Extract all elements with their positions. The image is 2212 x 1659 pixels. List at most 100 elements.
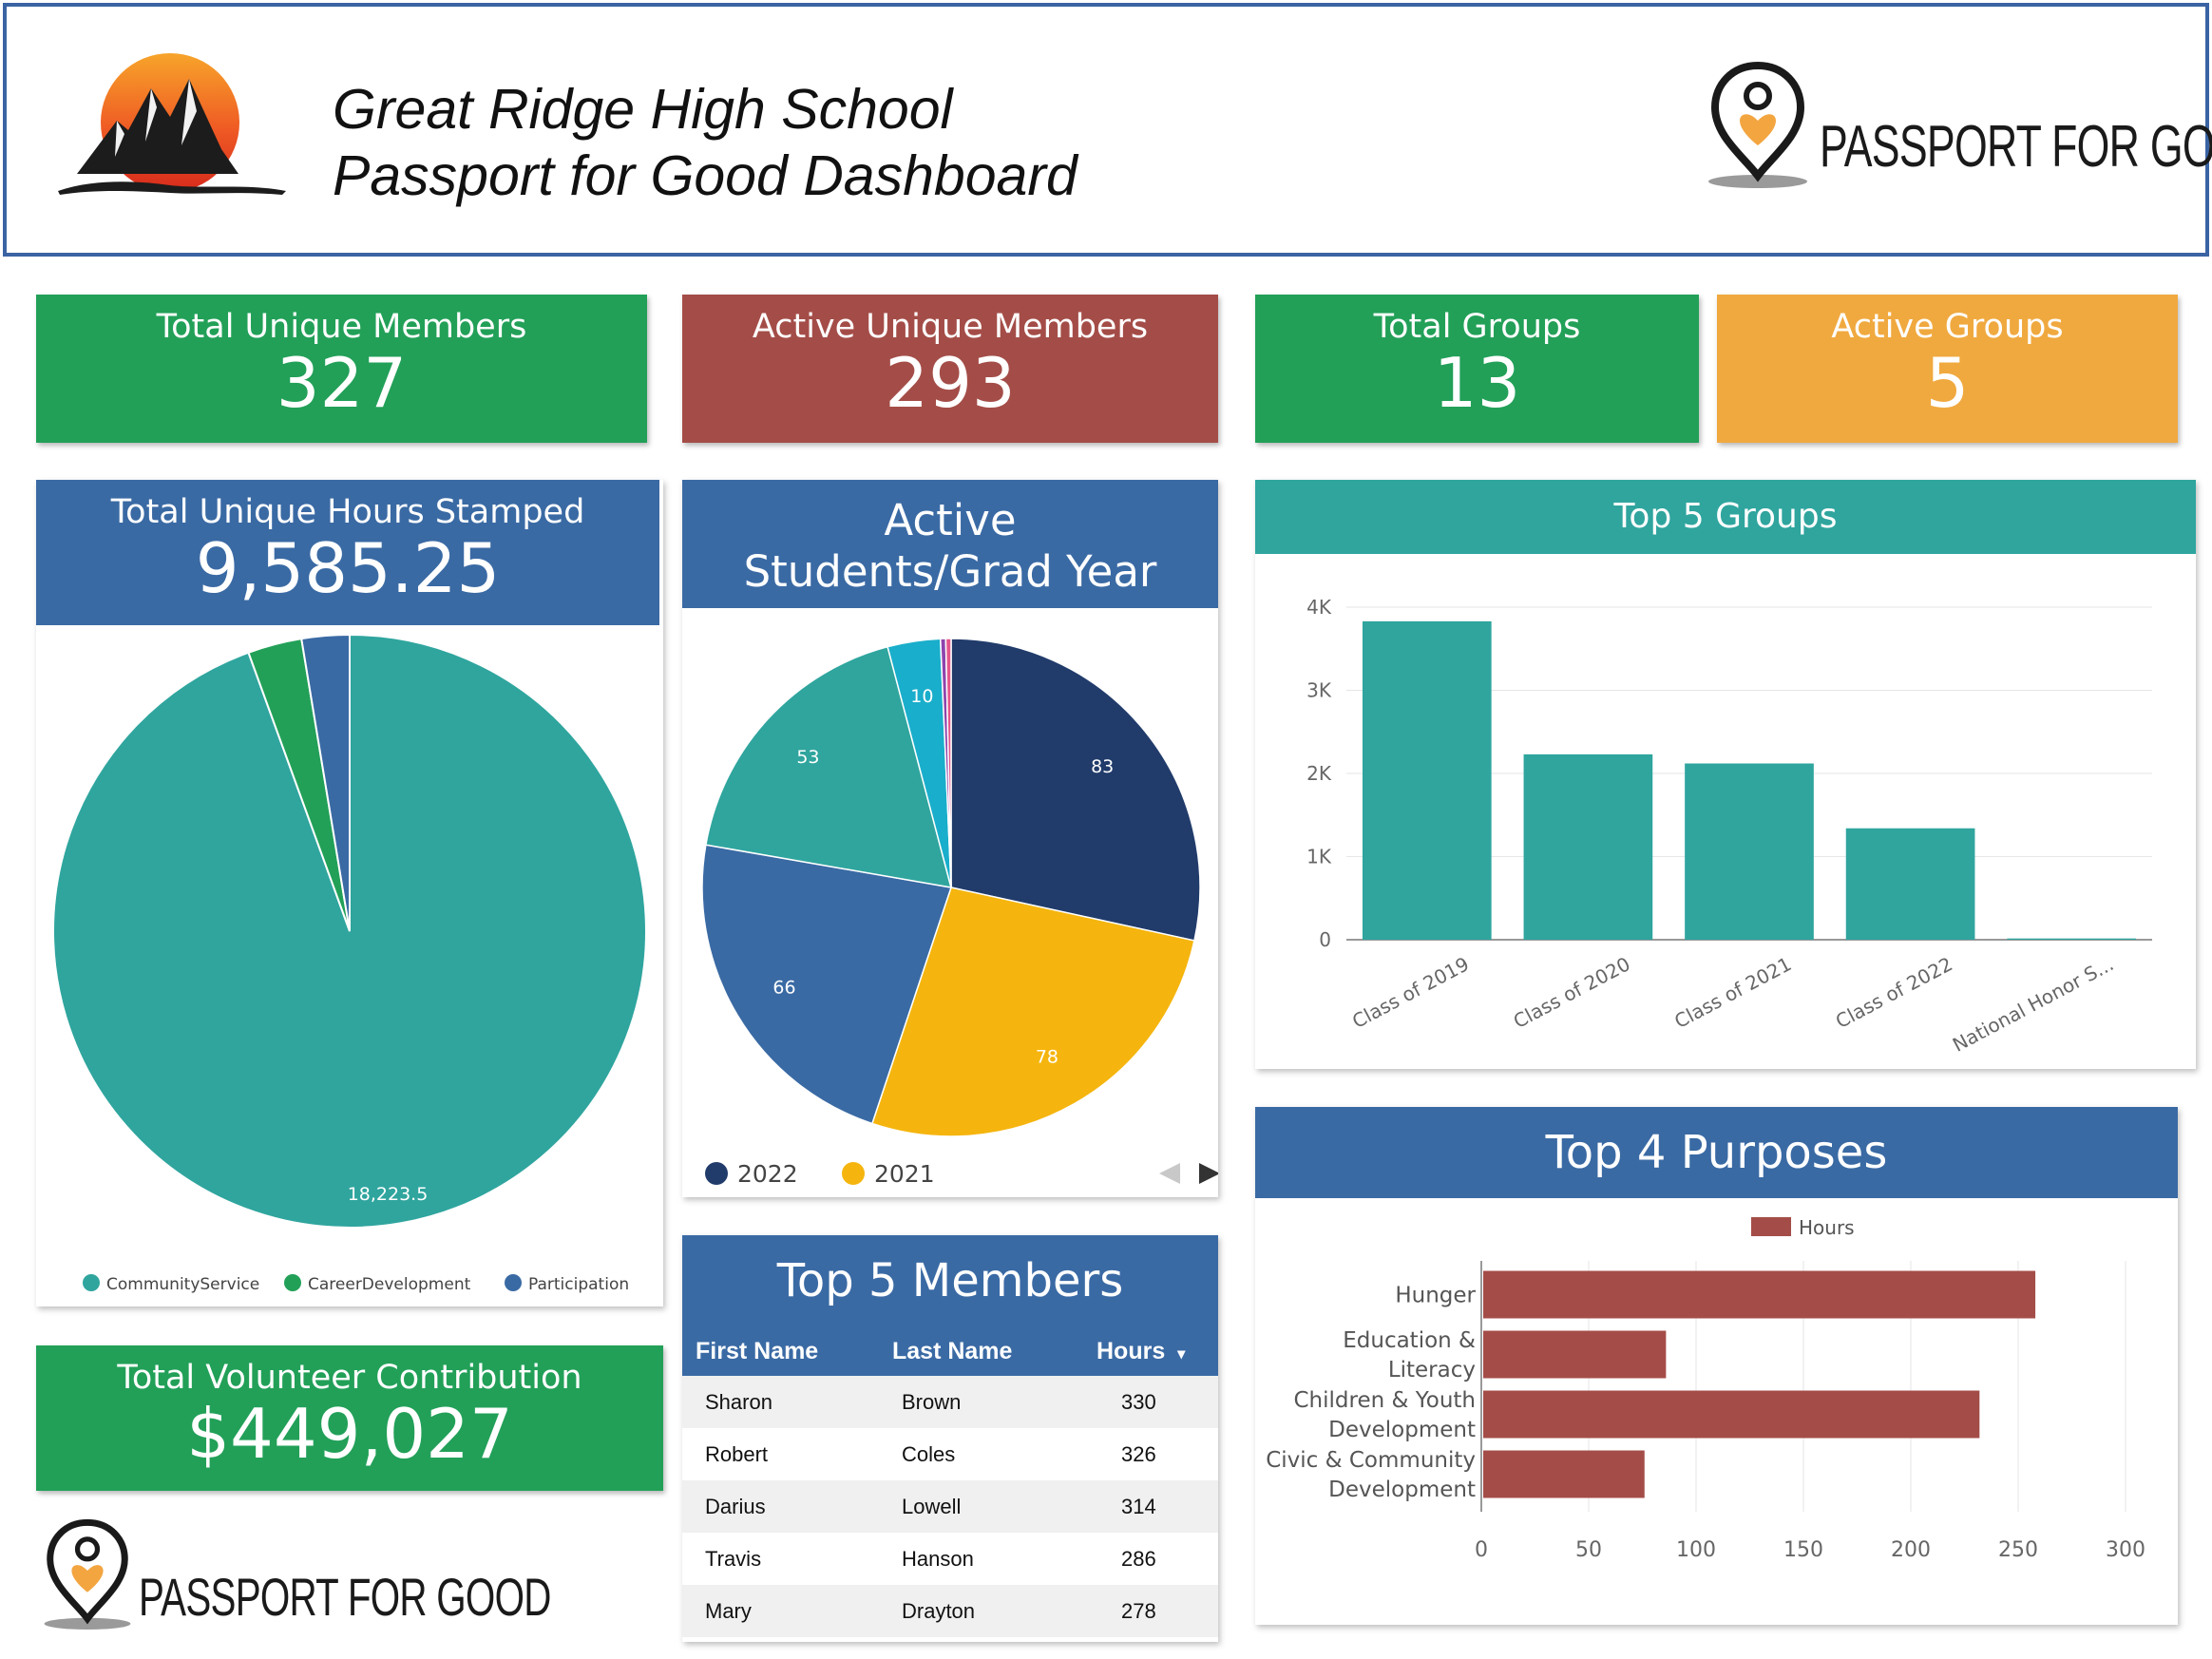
table-row: Sharon Brown 330 [682,1376,1218,1428]
kpi-label: Total Groups [1373,308,1581,346]
cell-last-name: Hanson [902,1546,974,1571]
legend-swatch-hours [1751,1217,1791,1236]
pie-data-label-2019: 53 [796,747,819,768]
top-purposes-card: Top 4 Purposes Hours 0 50 100 150 200 250 300 Hu… [1255,1107,2178,1625]
bar-national-honor-s[interactable] [2007,938,2137,940]
legend-swatch-2021 [842,1162,865,1185]
bar-hunger[interactable] [1483,1270,2036,1319]
passport-wordmark: PASSPORT FOR GOOD [1820,114,2212,180]
members-table-wrap: First Name Last Name Hours ▾ Sharon Brown… [682,1326,1218,1642]
pie-data-label-2021: 78 [1036,1047,1058,1068]
y-tick-label: 4K [1306,596,1332,619]
footer-passport-pin-icon [44,1518,131,1630]
y-tick-label: 3K [1306,679,1332,702]
legend-label-2021[interactable]: 2021 [874,1160,935,1188]
grad-year-card: Active Students/Grad Year 83 78 66 53 10 2022… [682,480,1218,1197]
cell-first-name: Travis [705,1546,762,1571]
x-tick-label: Class of 2021 [1670,952,1795,1033]
cell-first-name: Robert [705,1441,769,1466]
legend-label-careerdevelopment[interactable]: CareerDevelopment [308,1275,471,1294]
bar-class-of-2021[interactable] [1685,763,1814,941]
bar-class-of-2020[interactable] [1523,753,1653,940]
bar-children-youth-development[interactable] [1483,1390,1980,1439]
y-tick-label: Development [1328,1418,1476,1442]
col-last-name[interactable]: Last Name [879,1326,1083,1376]
top-members-title: Top 5 Members [682,1235,1218,1326]
col-hours[interactable]: Hours ▾ [1083,1326,1218,1376]
legend-swatch-careerdevelopment [284,1274,301,1291]
col-first-name[interactable]: First Name [682,1326,879,1376]
legend-next-icon[interactable] [1199,1163,1218,1184]
x-tick-label: National Honor S... [1949,952,2117,1057]
kpi-value: $449,027 [186,1394,513,1474]
legend-swatch-communityservice [83,1274,100,1291]
pie-slice-2021[interactable] [870,887,1195,1137]
y-tick-label: 2K [1306,762,1332,785]
kpi-value: 327 [276,343,408,423]
bar-class-of-2022[interactable] [1845,828,1975,940]
dashboard-title-line1: Great Ridge High School [333,78,953,141]
cell-hours: 286 [1121,1546,1156,1571]
kpi-active-unique-members: Active Unique Members 293 [682,295,1218,443]
kpi-volunteer-contribution: Total Volunteer Contribution $449,027 [36,1345,663,1491]
members-table: First Name Last Name Hours ▾ Sharon Brown… [682,1326,1218,1637]
pie-data-label: 18,223.5 [348,1184,429,1205]
passport-pin-icon [1708,62,1807,188]
legend-swatch-participation [505,1274,522,1291]
y-tick-label: Civic & Community [1266,1448,1476,1473]
y-tick-label: Literacy [1388,1358,1476,1382]
y-tick-label: Education & [1343,1328,1476,1353]
top-groups-card: Top 5 Groups 0 1K 2K 3K 4K Class of 2019 Class… [1255,480,2196,1069]
pie-data-label-2020: 66 [772,978,795,999]
kpi-total-unique-members: Total Unique Members 327 [36,295,647,443]
cell-last-name: Brown [879,1376,1083,1428]
bar-civic-community-development[interactable] [1483,1450,1645,1498]
x-tick-label: 50 [1575,1538,1602,1562]
x-tick-label: Class of 2020 [1510,952,1634,1033]
bar-education-literacy[interactable] [1483,1330,1667,1379]
y-tick-label: 1K [1306,846,1332,868]
pie-slice-2022[interactable] [950,638,1201,942]
bar-class-of-2019[interactable] [1362,620,1492,940]
cell-first-name: Darius [682,1480,879,1533]
x-tick-label: Class of 2019 [1348,952,1473,1033]
kpi-value: 13 [1433,343,1521,423]
pie-slice-2016[interactable] [944,638,952,888]
table-row: Travis Hanson 286 [682,1533,1218,1585]
cell-hours: 330 [1083,1376,1218,1428]
x-tick-label: 100 [1676,1538,1716,1562]
cell-last-name: Lowell [879,1480,1083,1533]
kpi-value: 9,585.25 [195,528,501,608]
x-tick-label: 300 [2106,1538,2145,1562]
grad-year-title-line2: Students/Grad Year [743,546,1157,597]
table-row: Mary Drayton 278 [682,1585,1218,1637]
dashboard-title-line2: Passport for Good Dashboard [333,144,1077,207]
pie-slice-2019[interactable] [705,645,953,888]
kpi-value: 293 [885,343,1016,423]
cell-last-name: Coles [902,1441,956,1466]
cell-hours: 326 [1121,1441,1156,1466]
cell-last-name: Drayton [879,1585,1083,1637]
table-row: Robert Coles 326 [682,1428,1218,1480]
col-hours-label: Hours [1096,1337,1166,1364]
y-tick-label: Hunger [1395,1284,1476,1308]
y-tick-label: Development [1328,1478,1476,1502]
pie-slice-2020[interactable] [701,844,952,1125]
top-purposes-bar-chart: Hours 0 50 100 150 200 250 300 Hunger Education &… [1266,1216,2145,1562]
top-purposes-title: Top 4 Purposes [1255,1107,2178,1198]
legend-label-2022[interactable]: 2022 [737,1160,798,1188]
legend-prev-icon[interactable] [1159,1163,1180,1184]
pie-slice-participation[interactable] [300,633,351,932]
footer-passport-wordmark: PASSPORT FOR GOOD [139,1567,551,1627]
y-tick-label: 0 [1319,928,1331,951]
legend-swatch-2022 [705,1162,728,1185]
top-groups-title: Top 5 Groups [1255,480,2196,554]
cell-hours: 314 [1083,1480,1218,1533]
x-tick-label: 250 [1998,1538,2038,1562]
legend-label-communityservice[interactable]: CommunityService [106,1275,259,1294]
hours-by-category-card: Total Unique Hours Stamped 9,585.25 18,2… [36,480,663,1306]
grad-year-title: Active Students/Grad Year [682,480,1218,608]
legend-label-hours[interactable]: Hours [1799,1216,1855,1239]
hours-by-category-pie: 18,223.5 CommunityService CareerDevelopmen… [52,633,647,1294]
legend-label-participation[interactable]: Participation [528,1275,629,1294]
